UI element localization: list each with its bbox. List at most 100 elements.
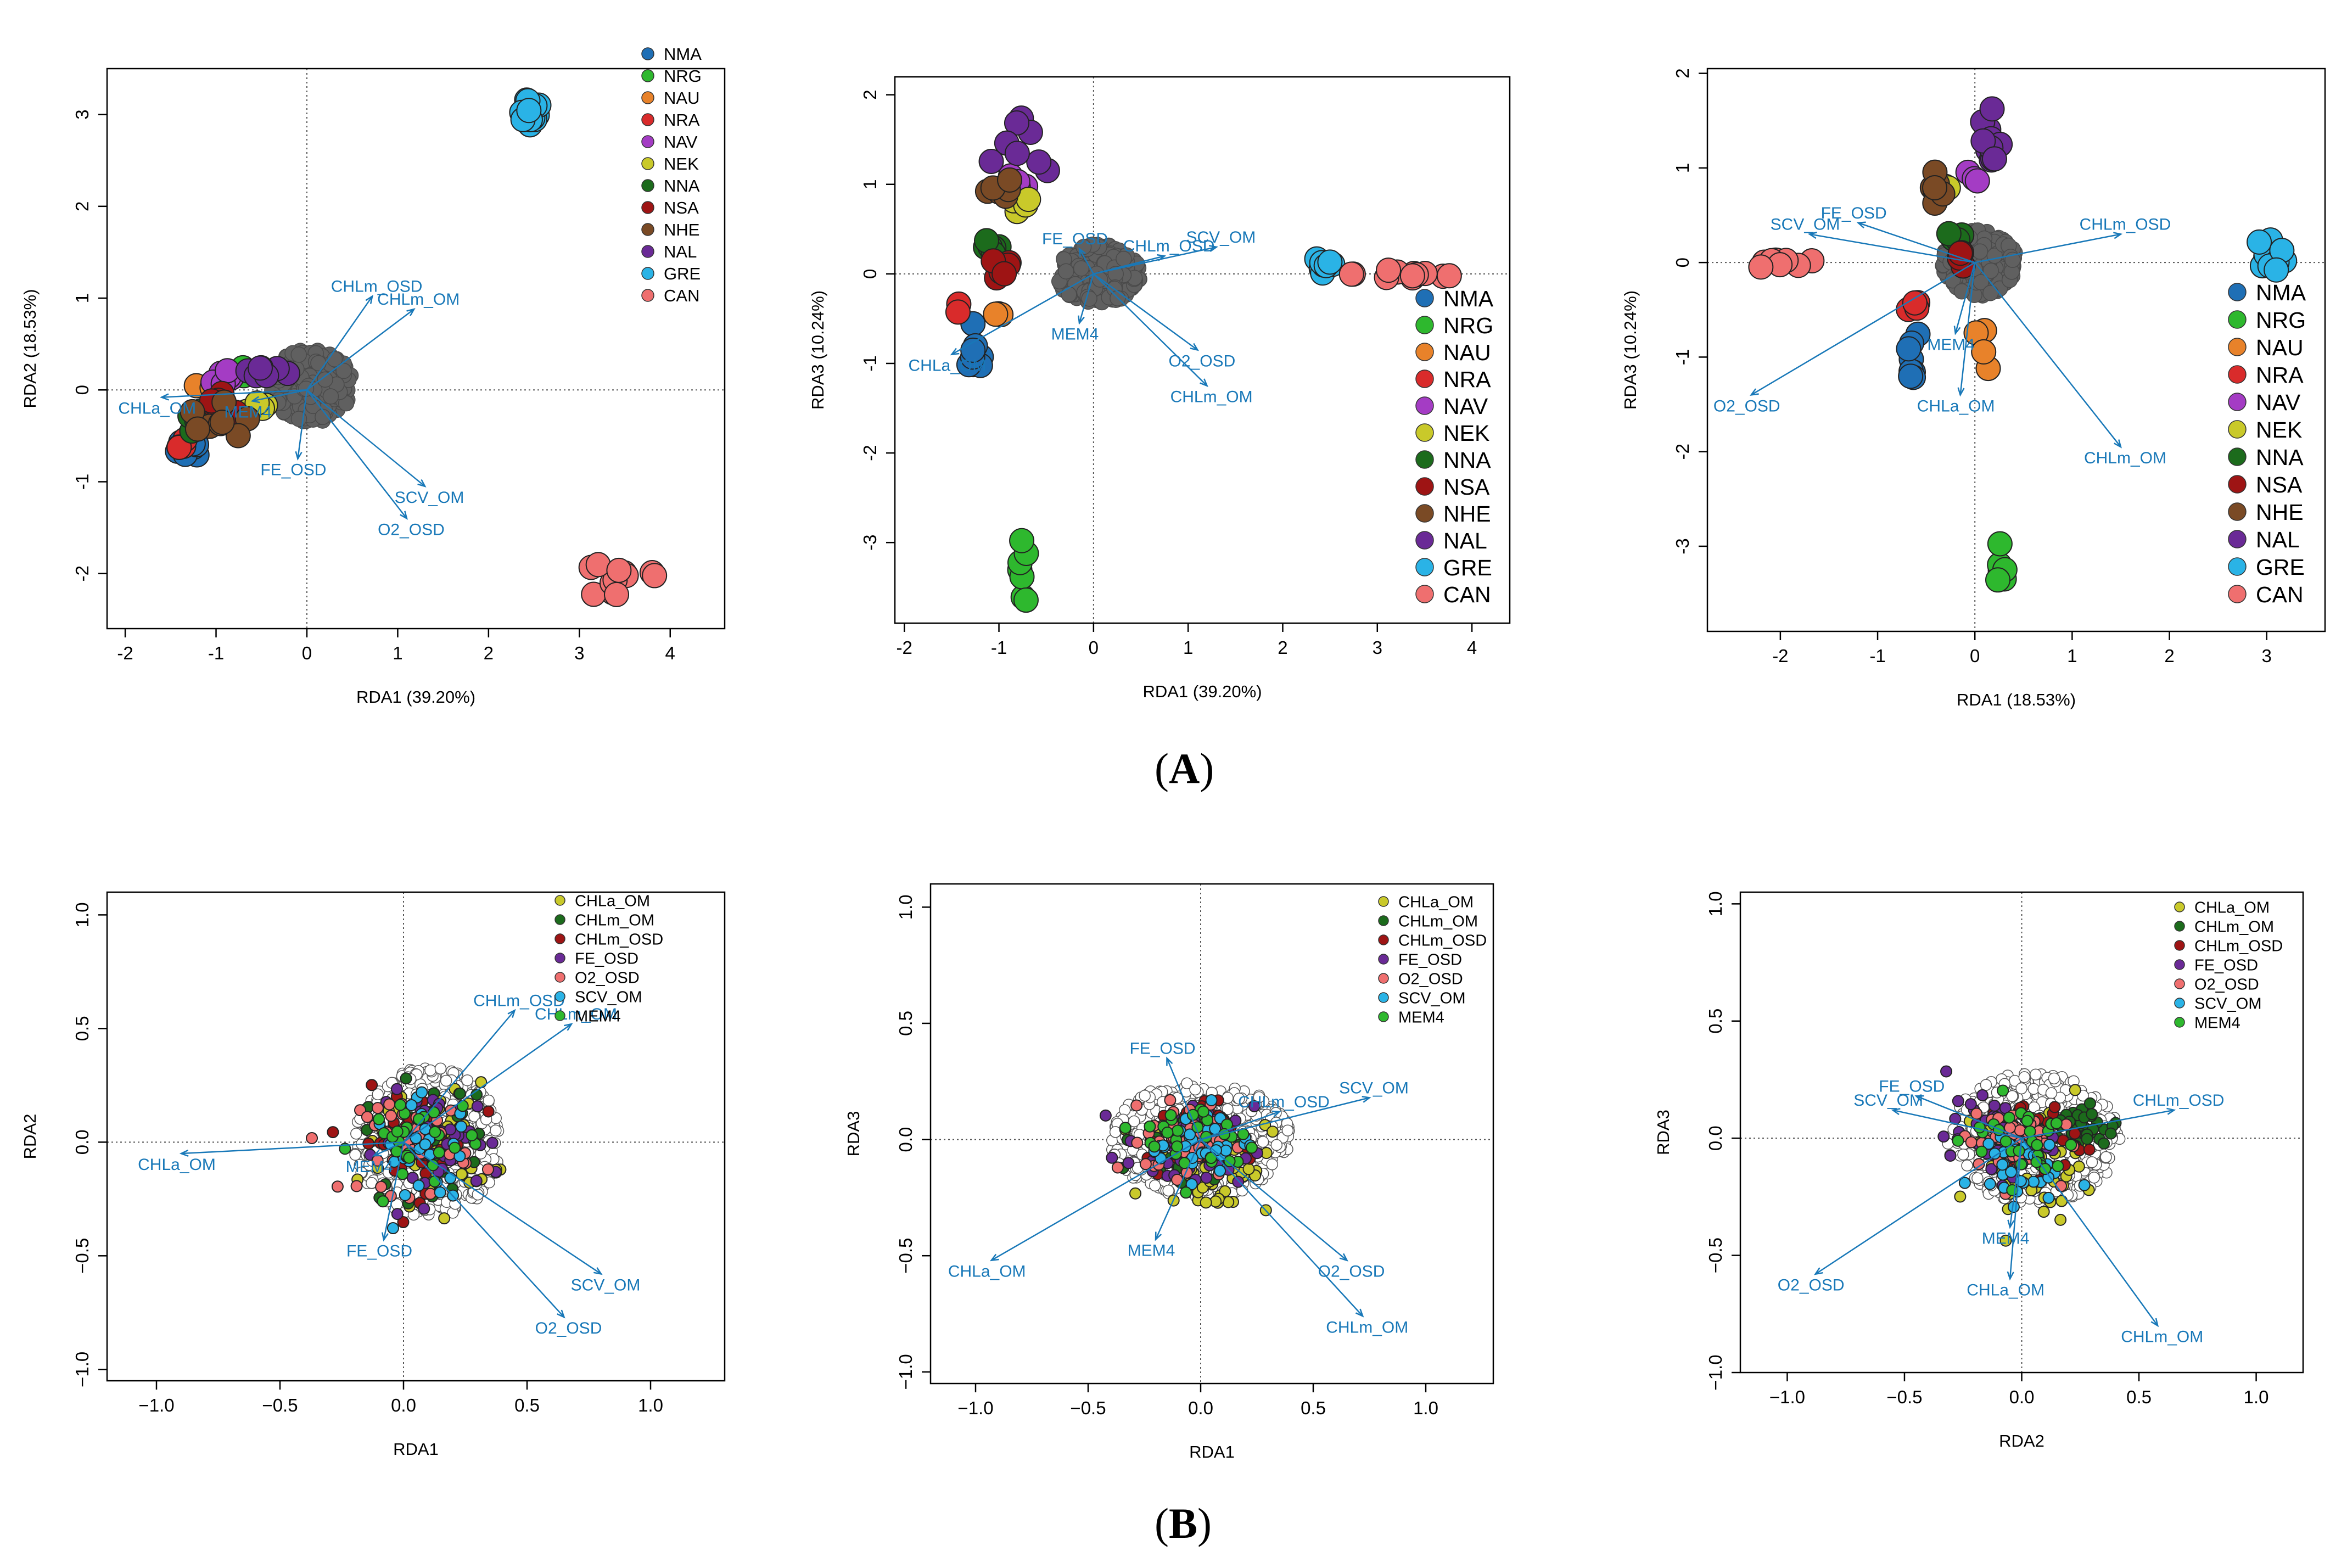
point-CHLa_OM bbox=[2037, 1206, 2050, 1218]
point-CAN bbox=[603, 581, 629, 607]
point-MEM4 bbox=[2006, 1184, 2019, 1196]
legend-label-CHLm_OSD: CHLm_OSD bbox=[1398, 932, 1487, 949]
legend-marker-NHE bbox=[2228, 502, 2247, 521]
legend-label-NMA: NMA bbox=[664, 44, 702, 64]
site-point bbox=[1982, 262, 1999, 279]
legend-label-SCV_OM: SCV_OM bbox=[575, 988, 642, 1006]
point-CHLm_OSD bbox=[482, 1105, 495, 1118]
arrow-label-SCV_OM: SCV_OM bbox=[1853, 1091, 1923, 1110]
point-CHLa_OM bbox=[1200, 1196, 1212, 1209]
arrowhead-SCV_OM bbox=[1208, 245, 1218, 253]
arrow-label-MEM4: MEM4 bbox=[1128, 1242, 1175, 1260]
point-O2_OSD bbox=[306, 1132, 318, 1145]
legend-label-NAV: NAV bbox=[1443, 394, 1488, 419]
legend-label-NMA: NMA bbox=[2256, 280, 2306, 305]
x-tick-label: 3 bbox=[2262, 646, 2272, 666]
arrowhead-CHLa_OM bbox=[1957, 387, 1965, 397]
y-tick-label: 3 bbox=[72, 109, 92, 119]
arrow-O2_OSD bbox=[1751, 262, 1975, 396]
arrow-label-CHLa_OM: CHLa_OM bbox=[948, 1263, 1026, 1281]
point-SCV_OM bbox=[1214, 1164, 1226, 1177]
point-CHLa_OM bbox=[455, 1168, 468, 1180]
legend-label-NAV: NAV bbox=[2256, 390, 2301, 415]
site-point bbox=[2100, 1151, 2112, 1163]
site-point bbox=[483, 1094, 495, 1107]
legend-label-NRA: NRA bbox=[664, 110, 700, 130]
plot-frame bbox=[1706, 68, 2326, 632]
x-tick-label: 0.5 bbox=[2126, 1387, 2152, 1407]
legend-label-CHLm_OM: CHLm_OM bbox=[2194, 918, 2274, 936]
y-tick-label: −1.0 bbox=[1705, 1354, 1726, 1390]
point-CHLm_OM bbox=[2083, 1097, 2096, 1110]
arrow-label-CHLm_OSD: CHLm_OSD bbox=[2133, 1091, 2225, 1110]
point-MEM4 bbox=[1223, 1155, 1236, 1168]
legend-marker-CAN bbox=[641, 289, 654, 302]
site-point bbox=[2045, 1087, 2058, 1099]
arrowhead-SCV_OM bbox=[417, 479, 427, 488]
point-NMA bbox=[1896, 336, 1922, 362]
point-MEM4 bbox=[403, 1151, 416, 1164]
point-NNA bbox=[1936, 221, 1962, 247]
point-NAU bbox=[983, 301, 1009, 327]
point-O2_OSD bbox=[383, 1098, 396, 1111]
point-NHE bbox=[209, 410, 235, 435]
legend-marker-NSA bbox=[1415, 477, 1434, 496]
legend-label-NRG: NRG bbox=[664, 66, 702, 86]
legend-label-FE_OSD: FE_OSD bbox=[575, 950, 638, 967]
point-MEM4 bbox=[1164, 1109, 1177, 1122]
point-FE_OSD bbox=[1122, 1157, 1135, 1169]
legend-label-SCV_OM: SCV_OM bbox=[1398, 989, 1465, 1007]
site-point bbox=[440, 1074, 452, 1087]
arrow-label-MEM4: MEM4 bbox=[224, 403, 272, 421]
point-CAN bbox=[1376, 257, 1402, 283]
y-tick-label: 1.0 bbox=[895, 894, 916, 920]
arrow-CHLm_OM bbox=[1974, 262, 2121, 447]
legend-marker-MEM4 bbox=[554, 1010, 565, 1021]
legend-label-NEK: NEK bbox=[664, 154, 699, 173]
legend-marker-CHLm_OSD bbox=[1378, 934, 1389, 945]
point-NAL bbox=[1026, 149, 1052, 175]
y-tick-label: 0.0 bbox=[1705, 1125, 1726, 1151]
point-SCV_OM bbox=[1984, 1178, 1996, 1190]
point-MEM4 bbox=[1952, 1134, 1964, 1147]
legend-label-NHE: NHE bbox=[2256, 500, 2304, 525]
point-MEM4 bbox=[429, 1125, 441, 1138]
point-FE_OSD bbox=[1988, 1099, 2001, 1112]
legend-label-NRA: NRA bbox=[2256, 362, 2304, 388]
point-CHLm_OSD bbox=[2083, 1144, 2096, 1156]
site-point bbox=[1057, 263, 1074, 279]
y-tick-label: 1.0 bbox=[1705, 891, 1726, 916]
legend-marker-NNA bbox=[641, 179, 654, 192]
x-tick-label: 4 bbox=[1467, 637, 1477, 658]
legend-marker-NMA bbox=[1415, 289, 1434, 307]
legend-marker-NAL bbox=[1415, 531, 1434, 550]
site-point bbox=[1281, 1124, 1294, 1136]
legend-label-CHLm_OSD: CHLm_OSD bbox=[575, 931, 663, 948]
arrow-label-CHLa_OM: CHLa_OM bbox=[118, 400, 196, 418]
legend-marker-CHLa_OM bbox=[1378, 896, 1389, 907]
legend-label-NRG: NRG bbox=[1443, 313, 1493, 338]
legend-label-NSA: NSA bbox=[664, 198, 699, 217]
arrow-CHLm_OM bbox=[306, 309, 414, 391]
legend-marker-NRG bbox=[2228, 310, 2247, 329]
legend-label-CHLm_OSD: CHLm_OSD bbox=[2194, 937, 2283, 955]
point-SCV_OM bbox=[434, 1186, 446, 1199]
legend-marker-NRG bbox=[1415, 316, 1434, 334]
y-tick-label: 2 bbox=[1672, 68, 1693, 78]
point-NHE bbox=[184, 416, 210, 442]
point-MEM4 bbox=[428, 1175, 441, 1188]
legend-label-NAU: NAU bbox=[2256, 335, 2304, 360]
arrow-label-FE_OSD: FE_OSD bbox=[1821, 204, 1887, 222]
point-SCV_OM bbox=[2027, 1175, 2040, 1188]
arrow-label-SCV_OM: SCV_OM bbox=[571, 1276, 641, 1294]
arrowhead-O2_OSD bbox=[1190, 343, 1199, 351]
point-NRA bbox=[945, 299, 971, 325]
point-NAV bbox=[1964, 168, 1990, 194]
legend-label-CAN: CAN bbox=[2256, 582, 2304, 607]
site-point bbox=[1957, 1149, 1969, 1161]
legend-label-NAU: NAU bbox=[1443, 340, 1491, 365]
y-tick-label: −1.0 bbox=[72, 1352, 92, 1387]
point-MEM4 bbox=[377, 1195, 389, 1208]
y-tick-label: −0.5 bbox=[1705, 1237, 1726, 1273]
legend-marker-GRE bbox=[641, 267, 654, 280]
